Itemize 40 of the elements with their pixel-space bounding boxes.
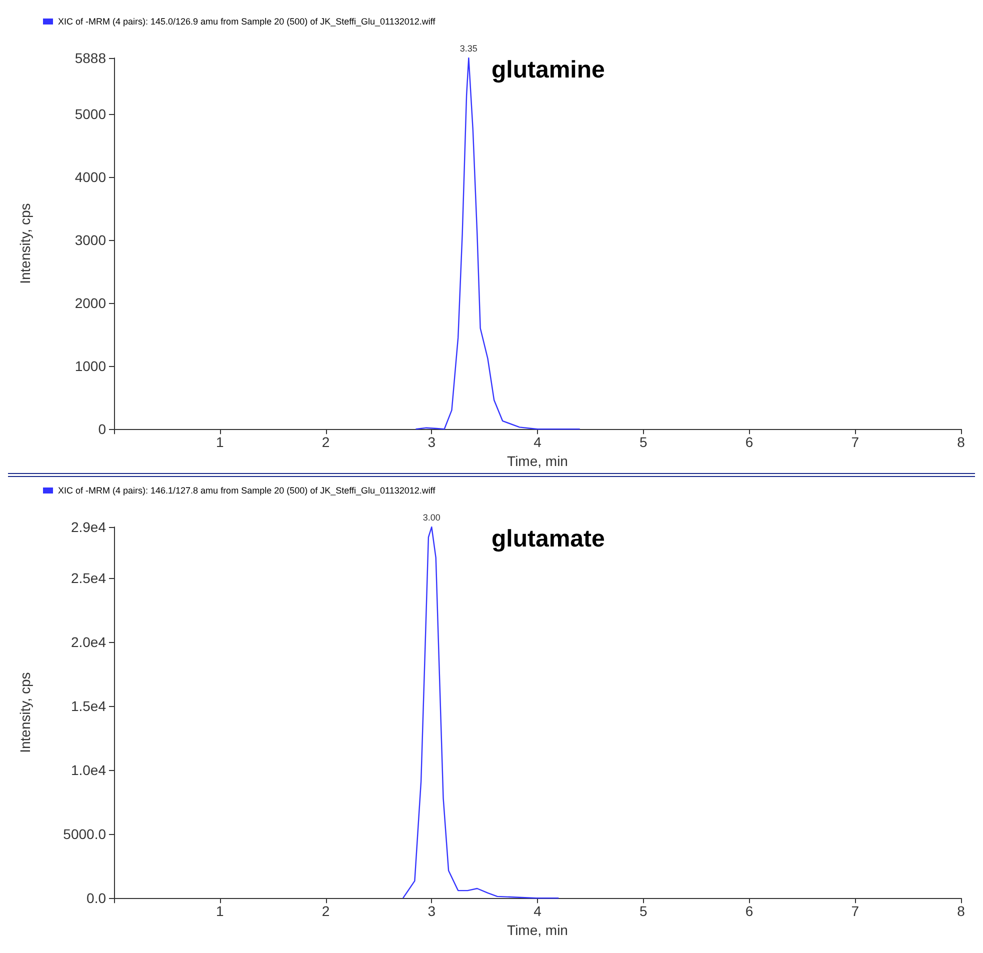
x-tick-label: 1: [216, 434, 224, 450]
y-tick-label: 5000.0: [63, 826, 106, 842]
y-tick-label: 2000: [74, 295, 106, 312]
x-axis-title: Time, min: [507, 922, 568, 938]
x-tick-label: 6: [745, 903, 754, 920]
y-tick-label: 5888: [74, 50, 106, 66]
y-tick-label: 4000: [74, 168, 106, 185]
x-tick-label: 8: [957, 434, 966, 450]
y-tick-label: 1000: [74, 358, 106, 374]
y-tick-label: 1.0e4: [70, 762, 106, 778]
x-tick-label: 7: [851, 903, 860, 920]
y-tick-label: 0.0: [86, 890, 106, 906]
legend-label: XIC of -MRM (4 pairs): 145.0/126.9 amu from Sample 20 (500) of JK_Steffi_Glu_01132012.wiff: [58, 16, 436, 26]
x-tick-label: 2: [322, 903, 330, 920]
x-tick-label: 8: [957, 903, 966, 920]
y-tick-label: 2.5e4: [70, 570, 106, 586]
y-tick-label: 2.0e4: [70, 634, 106, 650]
x-tick-label: 1: [216, 903, 224, 920]
y-tick-label: 1.5e4: [70, 698, 106, 714]
x-tick-label: 6: [745, 434, 754, 450]
x-tick-label: 5: [639, 903, 648, 920]
x-tick-label: 7: [851, 434, 860, 450]
legend-label: XIC of -MRM (4 pairs): 146.1/127.8 amu from Sample 20 (500) of JK_Steffi_Glu_01132012.wiff: [58, 486, 436, 496]
y-tick-label: 5000: [74, 106, 106, 122]
x-tick-label: 2: [322, 434, 330, 450]
annotation: 3.00: [422, 512, 440, 522]
y-tick-label: 0: [98, 421, 106, 438]
x-tick-label: 3: [428, 903, 436, 920]
y-tick-label: 3000: [74, 232, 106, 248]
annotation: glutamate: [492, 526, 605, 552]
annotation: 3.35: [460, 44, 478, 54]
x-tick-label: 3: [428, 434, 436, 450]
x-tick-label: 4: [534, 434, 542, 450]
y-axis-title: Intensity, cps: [17, 203, 33, 284]
y-tick-label: 2.9e4: [70, 519, 106, 535]
x-tick-label: 5: [639, 434, 648, 450]
x-tick-label: 4: [534, 903, 542, 920]
x-axis-title: Time, min: [507, 453, 568, 469]
y-axis-title: Intensity, cps: [17, 672, 33, 753]
annotation: glutamine: [492, 56, 605, 84]
